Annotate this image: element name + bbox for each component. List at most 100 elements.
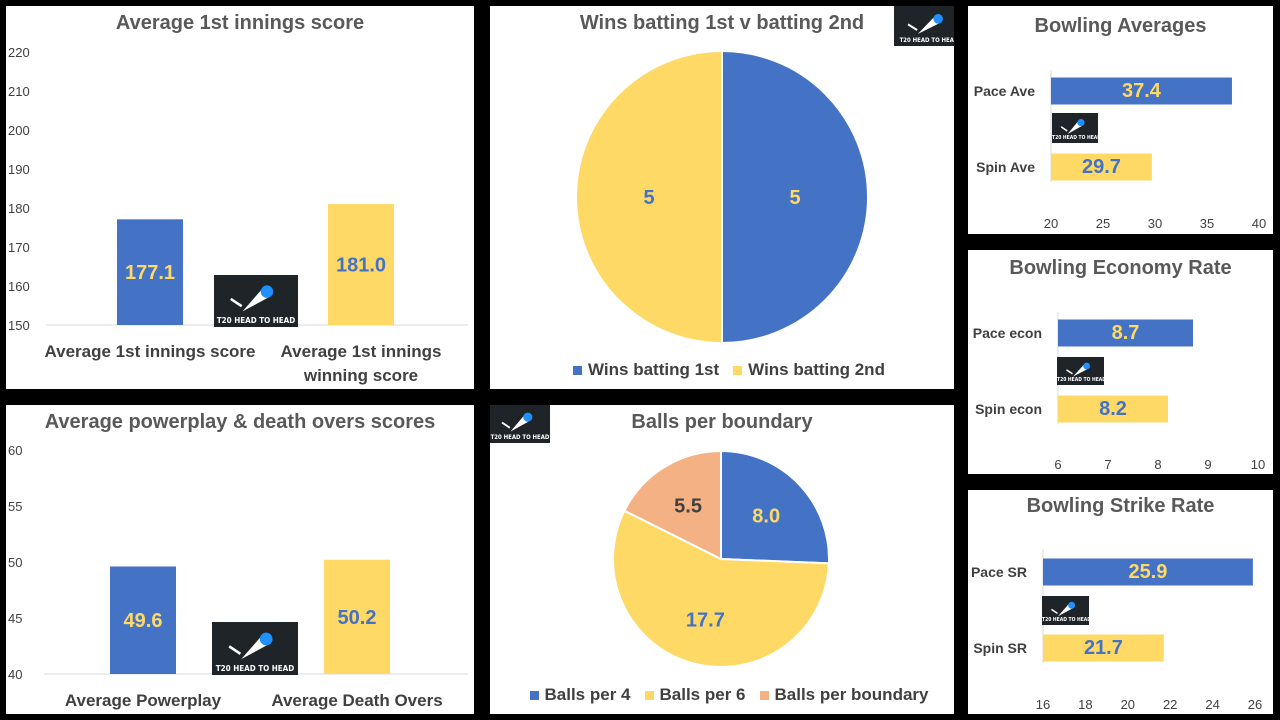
ball-and-bat-icon	[1065, 362, 1090, 377]
bat-icon	[230, 297, 243, 308]
wins-pie-chart: 55	[575, 49, 869, 345]
data-label: 50.2	[338, 607, 377, 629]
legend-swatch	[529, 691, 539, 701]
t20-head-to-head-logo: T20 HEAD TO HEAD	[212, 622, 298, 675]
x-category-label: Average 1st innings	[281, 342, 442, 361]
bowling-strike-rate-panel: Bowling Strike Rate 16 18 20 22 24 26 25.9 Pace…	[968, 490, 1273, 714]
ball-and-bat-icon	[907, 14, 943, 34]
data-label: 177.1	[125, 262, 175, 284]
x-category-label: winning score	[303, 366, 418, 385]
y-tick-label: 60	[8, 443, 22, 458]
x-tick-label: 20	[1044, 216, 1058, 231]
ball-icon	[1068, 601, 1076, 609]
t20-head-to-head-logo: T20 HEAD TO HEAD	[1052, 113, 1102, 143]
bat-icon	[1050, 608, 1058, 615]
logo-text: T20 HEAD TO HEAD	[1042, 617, 1092, 623]
bar	[1058, 395, 1168, 423]
x-tick-label: 26	[1248, 697, 1262, 712]
bowling-economy-panel: Bowling Economy Rate 6 7 8 9 10 8.7 Pace econ 8…	[968, 250, 1273, 474]
ball-icon	[1077, 119, 1085, 127]
ball-icon	[260, 285, 274, 298]
bat-icon	[907, 23, 918, 31]
data-label: 25.9	[1128, 561, 1167, 583]
y-tick-label: 150	[8, 318, 30, 333]
pie-slice	[575, 49, 723, 345]
pie-slice	[720, 449, 830, 565]
data-label: 5	[789, 187, 800, 209]
ball-icon	[933, 14, 943, 24]
y-category-label: Spin Ave	[976, 159, 1035, 175]
legend-swatch	[644, 691, 654, 701]
logo-text: T20 HEAD TO HEAD	[490, 434, 550, 441]
bowling-averages-panel: Bowling Averages 20 25 30 35 40 37.4 Pace Ave 2…	[968, 6, 1273, 234]
balls-per-boundary-panel: Balls per boundary 8.0 17.7 5.5 Balls per …	[490, 405, 954, 714]
bar	[1058, 319, 1193, 347]
ball-icon	[523, 412, 533, 422]
legend-label: Wins batting 1st	[588, 360, 720, 379]
bowling-strike-rate-chart: 16 18 20 22 24 26 25.9 Pace SR 21.7 Spin SR	[971, 549, 1262, 712]
legend-label: Balls per 6	[659, 685, 746, 704]
x-tick-label: 16	[1036, 697, 1050, 712]
data-label: 5.5	[674, 496, 702, 518]
y-tick-label: 40	[8, 667, 22, 682]
logo-text: T20 HEAD TO HEAD	[899, 37, 954, 44]
bar	[324, 559, 390, 674]
bar	[1051, 77, 1232, 105]
powerplay-death-chart: 40 45 50 55 60 49.6 Average Powerplay 50.2 Avera…	[8, 443, 468, 710]
y-tick-label: 50	[8, 555, 22, 570]
data-label: 8.7	[1112, 322, 1140, 344]
data-label: 8.2	[1099, 398, 1127, 420]
chart-title: Average 1st innings score	[115, 12, 365, 34]
data-label: 29.7	[1082, 156, 1121, 178]
logo-text: T20 HEAD TO HEAD	[215, 664, 295, 673]
x-tick-label: 9	[1204, 457, 1211, 472]
balls-per-boundary-pie-chart: 8.0 17.7 5.5	[612, 449, 830, 668]
first-innings-panel: Average 1st innings score 150 160 170 180 19…	[6, 6, 474, 389]
x-category-label: Average 1st innings score	[44, 342, 255, 361]
pie-slice	[721, 49, 869, 345]
chart-title: Balls per boundary	[631, 411, 813, 433]
first-innings-chart: 150 160 170 180 190 200 210 220 177.1 Average 1st…	[8, 45, 468, 385]
ball-and-bat-icon	[501, 412, 533, 432]
y-tick-label: 160	[8, 279, 30, 294]
y-tick-label: 55	[8, 499, 22, 514]
x-tick-label: 10	[1251, 457, 1265, 472]
data-label: 8.0	[752, 506, 780, 528]
bar	[117, 219, 183, 325]
bar	[328, 204, 394, 325]
y-tick-label: 45	[8, 611, 22, 626]
legend-swatch	[759, 691, 769, 701]
chart-title: Bowling Economy Rate	[1009, 257, 1232, 279]
y-tick-label: 210	[8, 84, 30, 99]
logo-text: T20 HEAD TO HEAD	[1052, 135, 1102, 141]
bat-icon	[1060, 126, 1068, 132]
bar	[1043, 634, 1164, 662]
x-tick-label: 7	[1104, 457, 1111, 472]
x-tick-label: 6	[1054, 457, 1061, 472]
t20-head-to-head-logo: T20 HEAD TO HEAD	[490, 405, 550, 443]
y-tick-label: 170	[8, 240, 30, 255]
x-category-label: Average Death Overs	[271, 691, 442, 710]
bar	[110, 566, 176, 674]
x-tick-label: 22	[1163, 697, 1177, 712]
data-label: 5	[643, 187, 654, 209]
x-tick-label: 8	[1154, 457, 1161, 472]
t20-head-to-head-logo: T20 HEAD TO HEAD	[894, 6, 954, 46]
data-label: 17.7	[686, 610, 725, 632]
t20-head-to-head-logo: T20 HEAD TO HEAD	[214, 275, 298, 327]
x-tick-label: 24	[1205, 697, 1219, 712]
y-category-label: Pace Ave	[974, 83, 1035, 99]
bowling-economy-chart: 6 7 8 9 10 8.7 Pace econ 8.2 Spin econ	[973, 312, 1265, 472]
logo-text: T20 HEAD TO HEAD	[216, 316, 296, 325]
ball-icon	[259, 632, 273, 646]
y-category-label: Spin SR	[973, 640, 1027, 656]
wins-legend: Wins batting 1st Wins batting 2nd	[490, 360, 954, 380]
x-category-label: Average Powerplay	[65, 691, 222, 710]
chart-title: Bowling Averages	[1034, 15, 1207, 37]
y-tick-label: 200	[8, 123, 30, 138]
y-tick-label: 180	[8, 201, 30, 216]
data-label: 37.4	[1122, 80, 1162, 102]
t20-head-to-head-logo: T20 HEAD TO HEAD	[1057, 357, 1106, 385]
ball-icon	[1083, 362, 1090, 370]
ball-and-bat-icon	[230, 285, 274, 312]
